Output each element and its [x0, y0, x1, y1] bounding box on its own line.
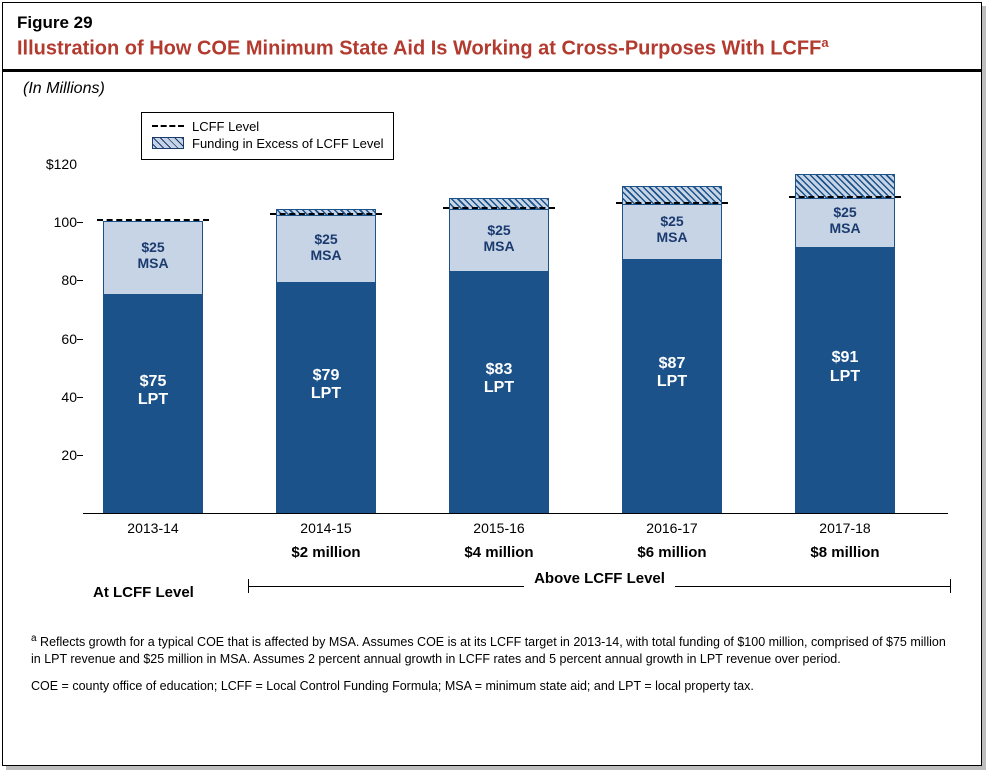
- footnote-a: a Reflects growth for a typical COE that…: [31, 632, 953, 668]
- bar-label-lpt: $79LPT: [276, 367, 376, 404]
- legend-swatch-hatch: [152, 137, 184, 149]
- x-axis-category: 2016-17: [602, 520, 742, 536]
- legend-swatch-dash: [152, 125, 184, 127]
- figure-header: Figure 29 Illustration of How COE Minimu…: [3, 3, 981, 72]
- bar-label-msa: $25MSA: [449, 222, 549, 254]
- y-tick-label: $120: [31, 156, 77, 172]
- figure-title-text: Illustration of How COE Minimum State Ai…: [17, 38, 821, 60]
- bar-label-lpt: $91LPT: [795, 349, 895, 386]
- bar-label-lpt: $83LPT: [449, 361, 549, 398]
- figure-footnotes: a Reflects growth for a typical COE that…: [31, 632, 953, 695]
- lcff-level-line: [97, 219, 209, 221]
- y-tick-label: 80: [31, 272, 77, 288]
- chart-region: LCFF Level Funding in Excess of LCFF Lev…: [23, 104, 961, 574]
- lcff-level-line: [789, 196, 901, 198]
- bracket-line-l: [249, 586, 524, 587]
- amount-above-label: $6 million: [592, 544, 752, 561]
- at-lcff-level-label: At LCFF Level: [93, 584, 194, 601]
- lcff-level-line: [443, 207, 555, 209]
- y-tick-label: 100: [31, 214, 77, 230]
- y-tick-label: 40: [31, 389, 77, 405]
- y-tick-mark: [77, 280, 83, 281]
- x-axis-category: 2013-14: [83, 520, 223, 536]
- y-tick-mark: [77, 222, 83, 223]
- amount-above-label: $2 million: [246, 544, 406, 561]
- bar-segment-excess: [795, 174, 895, 197]
- bracket-right: [950, 579, 951, 593]
- figure-title: Illustration of How COE Minimum State Ai…: [17, 35, 967, 61]
- legend-label-lcff: LCFF Level: [192, 119, 259, 134]
- legend-row-excess: Funding in Excess of LCFF Level: [152, 136, 383, 151]
- bar-label-msa: $25MSA: [795, 204, 895, 236]
- y-tick-label: 20: [31, 447, 77, 463]
- x-axis-category: 2015-16: [429, 520, 569, 536]
- amount-above-label: $8 million: [765, 544, 925, 561]
- bar-label-lpt: $75LPT: [103, 373, 203, 410]
- amount-above-label: $4 million: [419, 544, 579, 561]
- bar-label-msa: $25MSA: [103, 239, 203, 271]
- bar-label-msa: $25MSA: [276, 231, 376, 263]
- bar-label-lpt: $87LPT: [622, 355, 722, 392]
- x-axis-category: 2017-18: [775, 520, 915, 536]
- legend-label-excess: Funding in Excess of LCFF Level: [192, 136, 383, 151]
- figure-number: Figure 29: [17, 13, 967, 33]
- figure-subtitle: (In Millions): [3, 72, 981, 98]
- y-tick-mark: [77, 339, 83, 340]
- y-tick-mark: [77, 455, 83, 456]
- amount-above-row: $2 million $4 million $6 million $8 million: [83, 544, 948, 568]
- above-lcff-bracket: Above LCFF Level: [248, 578, 951, 595]
- y-tick-mark: [77, 397, 83, 398]
- x-axis-labels: 2013-14 2014-15 2015-16 2016-17 2017-18: [83, 514, 948, 538]
- bracket-line-r: [675, 586, 950, 587]
- figure-title-sup: a: [821, 35, 828, 50]
- x-axis-category: 2014-15: [256, 520, 396, 536]
- bar-label-msa: $25MSA: [622, 213, 722, 245]
- chart-plot-area: $12020406080100$75LPT$25MSA$79LPT$25MSA$…: [83, 164, 948, 514]
- y-tick-label: 60: [31, 331, 77, 347]
- footer-category-labels: At LCFF Level Above LCFF Level: [23, 584, 961, 612]
- abbreviations: COE = county office of education; LCFF =…: [31, 678, 953, 695]
- figure-frame: Figure 29 Illustration of How COE Minimu…: [2, 2, 982, 766]
- legend-row-lcff: LCFF Level: [152, 119, 383, 134]
- lcff-level-line: [616, 202, 728, 204]
- lcff-level-line: [270, 213, 382, 215]
- chart-legend: LCFF Level Funding in Excess of LCFF Lev…: [141, 112, 394, 160]
- above-lcff-level-label: Above LCFF Level: [524, 570, 675, 587]
- footnote-a-text: Reflects growth for a typical COE that i…: [31, 635, 946, 666]
